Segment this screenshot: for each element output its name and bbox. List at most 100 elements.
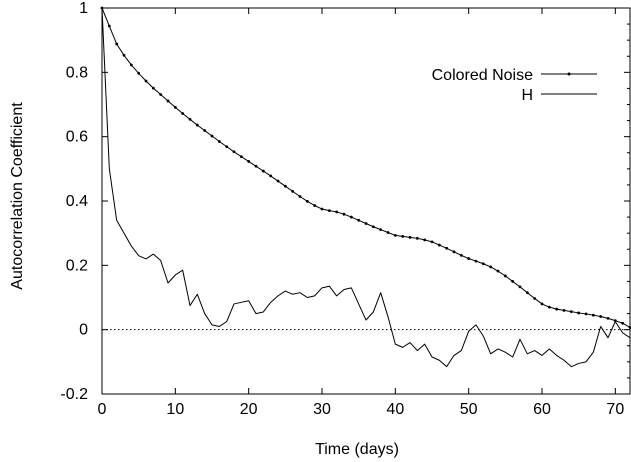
y-tick-label: 0.2 — [66, 257, 88, 274]
data-point-colored-noise — [540, 302, 544, 306]
data-point-colored-noise — [518, 285, 522, 289]
data-point-colored-noise — [481, 262, 485, 266]
data-point-h — [453, 355, 454, 356]
data-point-colored-noise — [386, 231, 390, 234]
data-point-h — [226, 321, 227, 322]
data-point-h — [512, 356, 513, 357]
data-point-h — [160, 260, 161, 261]
data-point-h — [497, 348, 498, 349]
data-point-colored-noise — [291, 189, 295, 193]
y-tick-label: 0.4 — [66, 193, 88, 210]
data-point-h — [314, 295, 315, 296]
data-point-colored-noise — [342, 212, 346, 216]
data-point-colored-noise — [320, 207, 324, 211]
legend-marker-colored-noise — [567, 72, 571, 76]
data-point-h — [527, 353, 528, 354]
data-point-colored-noise — [269, 174, 273, 178]
data-point-h — [292, 294, 293, 295]
data-point-colored-noise — [217, 140, 221, 143]
data-point-colored-noise — [415, 236, 419, 240]
data-point-colored-noise — [533, 297, 537, 300]
data-point-colored-noise — [151, 86, 155, 90]
data-point-h — [204, 313, 205, 314]
data-point-colored-noise — [621, 321, 625, 325]
data-point-h — [461, 350, 462, 351]
x-tick-label: 60 — [533, 401, 551, 418]
data-point-h — [446, 366, 447, 367]
y-tick-label: 1 — [79, 0, 88, 17]
data-point-colored-noise — [452, 250, 456, 254]
data-point-colored-noise — [327, 209, 331, 213]
series-line-colored-noise — [101, 7, 631, 328]
data-point-colored-noise — [423, 238, 427, 242]
data-point-h — [241, 302, 242, 303]
data-point-colored-noise — [357, 218, 361, 222]
data-point-h — [321, 287, 322, 288]
data-point-colored-noise — [232, 150, 236, 154]
data-point-h — [373, 311, 374, 312]
data-point-colored-noise — [261, 169, 265, 173]
y-axis-title-group: Autocorrelation Coefficient — [9, 102, 26, 290]
data-point-h — [138, 255, 139, 256]
data-point-colored-noise — [393, 234, 397, 237]
data-point-colored-noise — [562, 308, 566, 312]
data-point-colored-noise — [313, 204, 317, 207]
data-point-colored-noise — [437, 243, 441, 247]
data-point-h — [351, 287, 352, 288]
data-point-colored-noise — [599, 315, 603, 318]
data-point-colored-noise — [430, 240, 434, 244]
data-point-colored-noise — [474, 259, 478, 263]
data-point-colored-noise — [188, 117, 192, 121]
data-point-h — [563, 360, 564, 361]
data-point-h — [387, 316, 388, 317]
data-point-h — [131, 245, 132, 246]
legend: Colored Noise H — [432, 67, 597, 104]
data-point-colored-noise — [445, 246, 449, 250]
data-point-colored-noise — [569, 310, 573, 314]
data-point-colored-noise — [210, 134, 214, 138]
data-point-h — [417, 350, 418, 351]
data-point-h — [365, 319, 366, 320]
data-point-colored-noise — [173, 105, 177, 109]
data-point-colored-noise — [371, 225, 375, 229]
data-point-h — [571, 366, 572, 367]
data-point-colored-noise — [298, 195, 302, 198]
data-point-colored-noise — [239, 155, 243, 159]
data-point-h — [578, 363, 579, 364]
plot-area: 0 10 20 30 40 50 60 70 -0.2 0 0.2 0.4 0.6 0.8 1 — [60, 0, 631, 418]
data-point-colored-noise — [349, 215, 353, 219]
x-axis-title: Time (days) — [315, 441, 399, 458]
data-point-h — [299, 292, 300, 293]
data-point-colored-noise — [195, 123, 199, 127]
y-tick-label: 0.6 — [66, 129, 88, 146]
x-tick-label: 0 — [98, 401, 107, 418]
data-point-h — [505, 352, 506, 353]
data-point-h — [270, 302, 271, 303]
data-point-colored-noise — [401, 234, 405, 238]
y-tick-label: 0.8 — [66, 64, 88, 81]
data-point-h — [123, 233, 124, 234]
y-tick-label: 0 — [79, 322, 88, 339]
data-point-h — [549, 348, 550, 349]
data-point-h — [593, 352, 594, 353]
series-line-h — [101, 7, 631, 368]
data-point-h — [175, 274, 176, 275]
data-point-h — [409, 342, 410, 343]
data-point-colored-noise — [503, 274, 507, 278]
data-point-h — [424, 344, 425, 345]
data-point-colored-noise — [577, 311, 581, 315]
data-point-h — [182, 270, 183, 271]
data-point-h — [439, 360, 440, 361]
data-point-h — [336, 295, 337, 296]
x-tick-label: 10 — [166, 401, 184, 418]
data-point-h — [189, 305, 190, 306]
data-point-colored-noise — [203, 129, 207, 132]
x-tick-label: 40 — [386, 401, 404, 418]
x-tick-label: 20 — [240, 401, 258, 418]
data-point-colored-noise — [547, 305, 551, 309]
data-point-h — [534, 350, 535, 351]
data-point-colored-noise — [305, 199, 309, 203]
data-point-colored-noise — [511, 280, 515, 283]
data-point-h — [153, 253, 154, 254]
data-point-colored-noise — [459, 253, 463, 257]
